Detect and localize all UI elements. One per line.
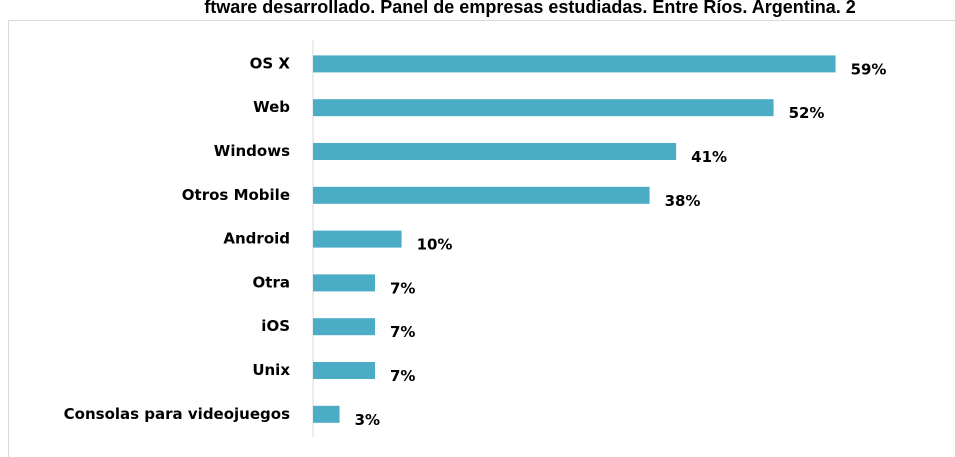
chart-frame [8, 20, 955, 457]
bar [313, 99, 774, 117]
category-label: Otros Mobile [182, 186, 290, 204]
bar [313, 362, 375, 379]
bar [313, 186, 650, 204]
bar [313, 405, 340, 423]
category-label: Windows [214, 142, 290, 160]
category-label: Consolas para videojuegos [64, 405, 290, 423]
category-label: Web [253, 98, 290, 116]
bar [313, 143, 677, 160]
bar [313, 55, 836, 73]
value-label: 3% [355, 411, 380, 429]
chart-title: ftware desarrollado. Panel de empresas e… [204, 0, 856, 17]
value-label: 52% [789, 104, 825, 122]
category-label: iOS [261, 317, 290, 335]
value-label: 59% [851, 60, 887, 78]
value-label: 7% [390, 279, 415, 297]
value-label: 7% [390, 323, 415, 341]
value-label: 7% [390, 367, 415, 385]
value-label: 41% [691, 148, 727, 166]
value-label: 10% [417, 236, 453, 254]
category-label: Android [223, 230, 290, 248]
bar [313, 318, 375, 336]
bar [313, 230, 402, 248]
category-label: OS X [250, 54, 291, 72]
value-label: 38% [665, 192, 701, 210]
bar [313, 274, 375, 292]
category-label: Otra [253, 273, 290, 291]
category-label: Unix [252, 361, 290, 379]
